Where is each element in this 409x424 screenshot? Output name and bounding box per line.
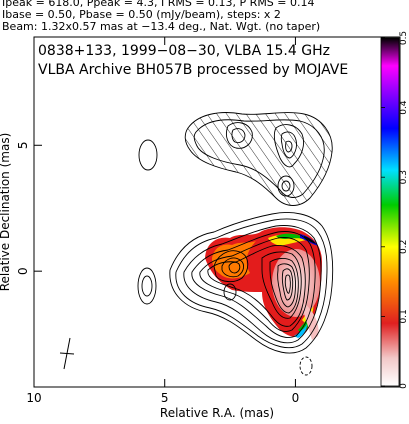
colorbar-tick-label: 0.4 — [399, 100, 409, 115]
colorbar-tick-label: 0.3 — [399, 170, 409, 184]
header-line-2: Ibase = 0.50, Pbase = 0.50 (mJy/beam), s… — [2, 8, 281, 21]
y-tick-label: 5 — [16, 141, 30, 149]
colorbar — [380, 37, 400, 387]
x-tick-label: 5 — [161, 391, 169, 405]
y-axis-ticks: 05 — [16, 141, 42, 275]
y-axis-label: Relative Declination (mas) — [0, 133, 12, 292]
y-tick-label: 0 — [16, 267, 30, 275]
colorbar-tick-label: 0.1 — [399, 309, 409, 323]
colorbar-tick-label: 0 — [399, 383, 409, 389]
x-axis-ticks: 10 5 0 — [26, 37, 299, 405]
intensity-contours-core — [169, 212, 334, 354]
header-line-3: Beam: 1.32x0.57 mas at −13.4 deg., Nat. … — [2, 20, 321, 33]
plot-title-line-2: VLBA Archive BH057B processed by MOJAVE — [38, 62, 348, 78]
colorbar-ticks: 0 0.1 0.2 0.3 0.4 0.5 — [381, 31, 409, 389]
x-axis-label: Relative R.A. (mas) — [160, 406, 274, 420]
x-tick-label: 0 — [292, 391, 300, 405]
beam-cross — [59, 337, 75, 370]
plot-title-line-1: 0838+133, 1999−08−30, VLBA 15.4 GHz — [38, 43, 330, 59]
plot-frame — [33, 36, 401, 388]
x-tick-label: 10 — [26, 391, 41, 405]
contour-islands — [137, 139, 313, 376]
colorbar-tick-label: 0.5 — [399, 31, 409, 45]
header-line-1: Ipeak = 618.0, Ppeak = 4.3, I RMS = 0.13… — [2, 0, 315, 9]
colorbar-tick-label: 0.2 — [399, 240, 409, 254]
upper-jet-component — [184, 112, 333, 206]
